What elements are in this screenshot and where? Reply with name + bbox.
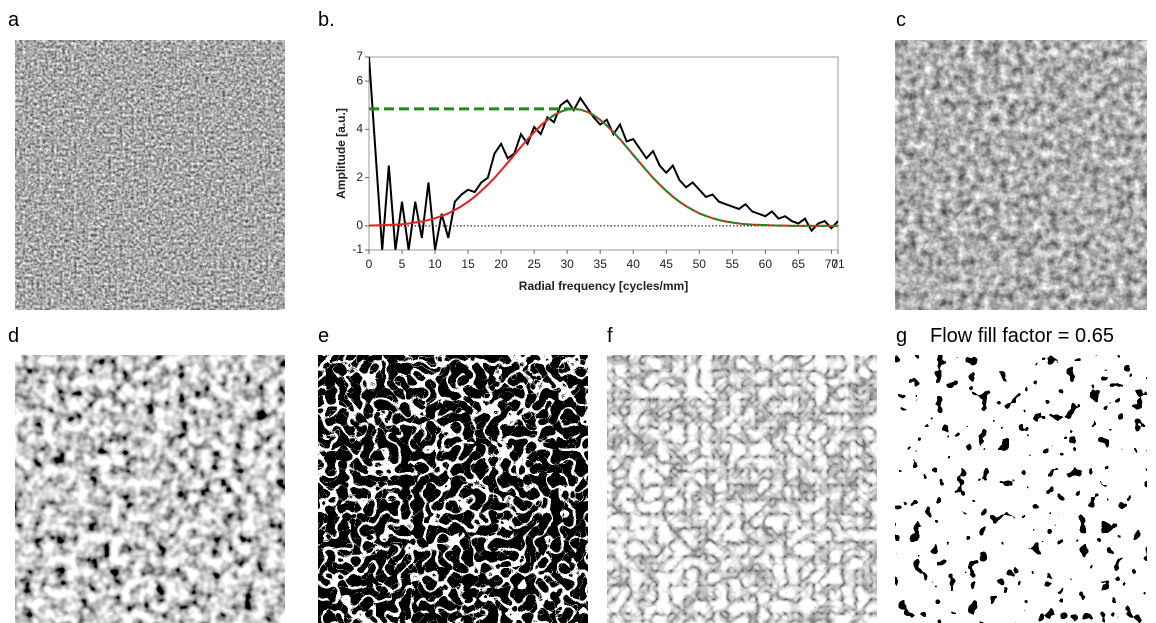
y-tick-label: 6 <box>356 73 363 87</box>
panel-label: g <box>896 325 907 347</box>
y-tick-label: 7 <box>356 49 363 63</box>
image-panel <box>895 40 1147 310</box>
data-line <box>369 57 838 250</box>
panel-label: f <box>607 325 613 347</box>
x-tick-label: 5 <box>399 257 406 271</box>
image-panel <box>15 355 285 623</box>
x-tick-label: 0 <box>366 257 373 271</box>
x-tick-label: 65 <box>792 257 806 271</box>
panel-label: e <box>318 325 329 347</box>
panel-label: c <box>896 9 906 31</box>
x-tick-label: 50 <box>693 257 707 271</box>
x-tick-label: 40 <box>627 257 641 271</box>
panel-label: b. <box>318 9 335 31</box>
x-tick-label: 55 <box>726 257 740 271</box>
panel-label: d <box>8 325 19 347</box>
x-axis-label: Radial frequency [cycles/mm] <box>519 279 688 293</box>
data-line <box>546 107 838 227</box>
x-tick-label: 35 <box>594 257 608 271</box>
x-tick-label: 70 <box>825 257 839 271</box>
x-tick-label: 15 <box>461 257 475 271</box>
x-tick-label: 71 <box>831 257 845 271</box>
y-tick-label: -1 <box>352 242 363 256</box>
y-axis-label: Amplitude [a.u.] <box>334 108 348 199</box>
y-tick-label: 4 <box>356 122 363 136</box>
plot-frame <box>368 56 839 251</box>
image-panel <box>318 355 588 623</box>
panel-label: a <box>8 9 20 31</box>
x-tick-label: 60 <box>759 257 773 271</box>
x-tick-label: 45 <box>660 257 674 271</box>
image-panel <box>15 40 285 310</box>
x-tick-label: 10 <box>428 257 442 271</box>
y-tick-label: 2 <box>356 170 363 184</box>
x-tick-label: 20 <box>494 257 508 271</box>
y-tick-label: 0 <box>356 218 363 232</box>
image-panel <box>895 355 1147 623</box>
caption: Flow fill factor = 0.65 <box>930 325 1114 347</box>
x-tick-label: 25 <box>527 257 541 271</box>
image-panel <box>607 355 877 623</box>
x-tick-label: 30 <box>560 257 574 271</box>
data-line <box>369 107 838 227</box>
